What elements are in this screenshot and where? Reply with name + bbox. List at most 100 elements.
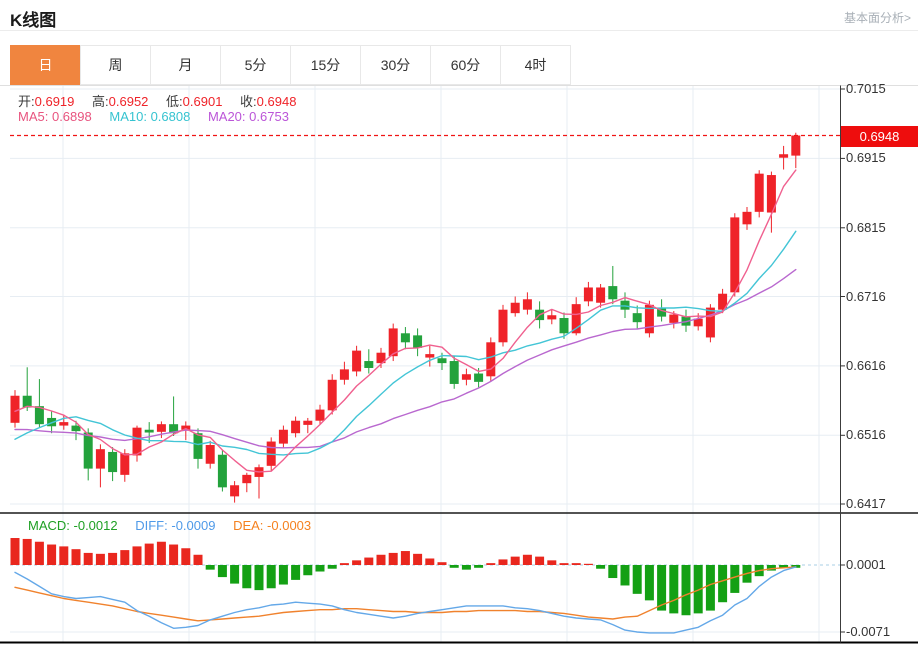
macd-histogram-bar — [583, 563, 593, 565]
axis-label: 0.6616 — [846, 357, 886, 373]
macd-histogram-bar — [632, 565, 642, 594]
candle-body — [461, 374, 471, 380]
low-value: 0.6901 — [182, 94, 223, 109]
candle-body — [217, 454, 227, 488]
ma10-label: MA10: — [109, 109, 147, 124]
candle-body — [632, 313, 642, 323]
macd-histogram-bar — [339, 563, 349, 565]
macd-histogram-bar — [657, 565, 667, 611]
candle-body — [437, 358, 447, 364]
candle-body — [547, 315, 557, 320]
macd-histogram-bar — [144, 543, 154, 565]
macd-histogram-bar — [559, 563, 569, 565]
candle-body — [22, 395, 32, 408]
candle-body — [327, 379, 337, 411]
candle-body — [657, 307, 667, 317]
macd-histogram-bar — [83, 552, 93, 565]
ma5-value: 0.6898 — [51, 109, 92, 124]
macd-label: MACD: — [28, 518, 70, 533]
candle-body — [718, 293, 728, 310]
tab-4hour[interactable]: 4时 — [500, 45, 571, 85]
candle-body — [766, 175, 776, 213]
candle-body — [339, 369, 349, 380]
candle-body — [449, 361, 459, 384]
axis-label: 0.0001 — [846, 557, 886, 572]
tab-5min[interactable]: 5分 — [220, 45, 291, 85]
candle-body — [376, 352, 386, 364]
macd-histogram-bar — [156, 541, 166, 565]
macd-histogram-bar — [486, 563, 496, 565]
candle-body — [413, 335, 423, 348]
diff-value: -0.0009 — [171, 518, 216, 533]
fundamental-analysis-link[interactable]: 基本面分析> — [843, 11, 911, 25]
candle-body — [644, 304, 654, 334]
candle-body — [95, 449, 105, 469]
macd-histogram-bar — [120, 550, 130, 565]
candle-body — [693, 318, 703, 327]
macd-histogram-bar — [22, 538, 32, 565]
macd-histogram-bar — [193, 554, 203, 565]
candle-body — [120, 453, 130, 475]
macd-histogram-bar — [596, 565, 606, 569]
macd-histogram-bar — [766, 565, 776, 571]
candle-body — [181, 425, 191, 430]
candle-body — [522, 299, 532, 310]
ma10-line — [14, 230, 797, 456]
candle-body — [400, 333, 410, 343]
macd-histogram-bar — [230, 565, 240, 584]
macd-histogram-bar — [34, 541, 44, 565]
tab-day[interactable]: 日 — [10, 45, 81, 85]
candle-body — [559, 318, 569, 334]
macd-histogram-bar — [388, 552, 398, 565]
tab-month[interactable]: 月 — [150, 45, 221, 85]
candle-body — [705, 307, 715, 338]
macd-histogram-bar — [181, 548, 191, 565]
macd-histogram-bar — [425, 558, 435, 565]
macd-readout: MACD: -0.0012 DIFF: -0.0009 DEA: -0.0003 — [28, 518, 325, 533]
candle-body — [620, 300, 630, 310]
close-label: 收: — [240, 94, 257, 109]
tab-60min[interactable]: 60分 — [430, 45, 501, 85]
macd-histogram-bar — [59, 546, 69, 565]
open-label: 开: — [18, 94, 35, 109]
candle-body — [193, 433, 203, 459]
page-title: K线图 — [10, 11, 57, 30]
candle-body — [596, 287, 606, 303]
candle-body — [754, 173, 764, 212]
candle-body — [132, 427, 142, 456]
macd-histogram-bar — [510, 556, 520, 565]
macd-histogram-bar — [474, 565, 484, 568]
tab-15min[interactable]: 15分 — [290, 45, 361, 85]
candle-body — [230, 485, 240, 497]
high-label: 高: — [92, 94, 109, 109]
candle-body — [583, 287, 593, 302]
low-label: 低: — [166, 94, 183, 109]
macd-histogram-bar — [364, 557, 374, 565]
candle-body — [242, 474, 252, 484]
axis-label: 0.6516 — [846, 427, 886, 443]
macd-histogram-bar — [535, 556, 545, 565]
tab-30min[interactable]: 30分 — [360, 45, 431, 85]
header: K线图 基本面分析> — [0, 0, 918, 31]
axis-label: 0.7015 — [846, 81, 886, 96]
current-price-badge: 0.6948 — [841, 126, 918, 147]
macd-histogram-bar — [242, 565, 252, 589]
candle-body — [83, 432, 93, 469]
open-value: 0.6919 — [34, 94, 75, 109]
candle-body — [205, 445, 215, 464]
candle-body — [108, 451, 118, 473]
tab-week[interactable]: 周 — [80, 45, 151, 85]
candle-body — [498, 309, 508, 343]
candle-body — [303, 420, 313, 425]
candle-body — [742, 211, 752, 225]
candle-body — [315, 409, 325, 421]
candle-body — [791, 135, 801, 156]
ohlc-readout: 开:0.6919 高:0.6952 低:0.6901 收:0.6948 — [18, 91, 310, 110]
candle-body — [291, 420, 301, 434]
candle-body — [608, 286, 618, 300]
ma20-value: 0.6753 — [249, 109, 289, 124]
axis-label: 0.6716 — [846, 288, 886, 304]
macd-histogram-bar — [547, 560, 557, 565]
